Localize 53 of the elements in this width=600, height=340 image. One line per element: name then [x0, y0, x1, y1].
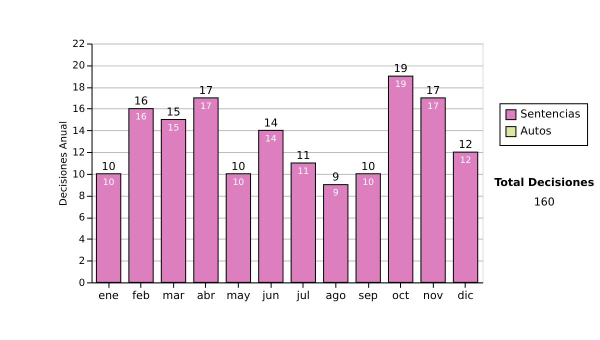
y-tick-label: 12	[72, 148, 86, 159]
data-label: 11	[298, 166, 309, 177]
legend-label: Sentencias	[520, 108, 581, 121]
y-axis-title: Decisiones Anual	[58, 120, 70, 206]
y-tick-label: 10	[72, 169, 86, 180]
y-tick-label: 16	[72, 104, 86, 116]
data-label: 15	[168, 123, 180, 134]
y-tick-label: 18	[72, 82, 86, 94]
x-tick-label: jul	[296, 288, 310, 302]
legend-label: Autos	[520, 124, 552, 138]
data-label: 14	[265, 134, 277, 144]
total-label: 10	[361, 160, 376, 173]
total-label: 12	[458, 138, 473, 152]
total-label: 17	[426, 84, 440, 97]
total-label: 10	[102, 160, 116, 173]
total-label: 14	[264, 116, 278, 130]
x-tick-label: ene	[98, 288, 120, 302]
total-label: 16	[134, 94, 148, 108]
y-tick-label: 14	[72, 126, 86, 137]
x-tick-label: sep	[358, 288, 378, 302]
x-tick-label: abr	[196, 288, 216, 302]
total-label: 17	[198, 84, 213, 97]
total-label: 11	[296, 148, 310, 162]
y-tick-label: 22	[72, 39, 86, 50]
text: Total Decisiones	[494, 176, 594, 189]
y-tick-label: 0	[78, 278, 86, 289]
data-label: 16	[135, 112, 148, 123]
data-label: 12	[460, 156, 472, 166]
total-label: 15	[166, 106, 180, 119]
y-tick-label: 8	[78, 190, 86, 202]
x-tick-label: feb	[132, 288, 150, 302]
data-label: 17	[427, 102, 439, 112]
data-label: 10	[362, 178, 374, 188]
data-label: 19	[394, 80, 407, 90]
x-tick-label: oct	[392, 288, 410, 302]
x-tick-label: nov	[423, 288, 444, 302]
data-label: 10	[102, 178, 115, 188]
y-tick-label: 2	[78, 256, 86, 268]
total-label: 19	[394, 62, 408, 76]
x-tick-label: may	[226, 288, 251, 302]
x-tick-label: mar	[162, 288, 185, 302]
data-label: 9	[332, 188, 339, 199]
y-tick-label: 20	[72, 60, 86, 72]
data-label: 17	[200, 102, 212, 112]
total-label: 10	[231, 160, 246, 173]
y-tick-label: 4	[78, 234, 86, 246]
x-tick-label: ago	[326, 288, 346, 302]
total-label: 9	[332, 170, 340, 184]
y-tick-label: 6	[78, 212, 86, 224]
data-label: 10	[232, 178, 244, 188]
text: 160	[534, 196, 555, 209]
x-tick-label: jun	[261, 288, 280, 302]
x-tick-label: dic	[458, 288, 474, 302]
